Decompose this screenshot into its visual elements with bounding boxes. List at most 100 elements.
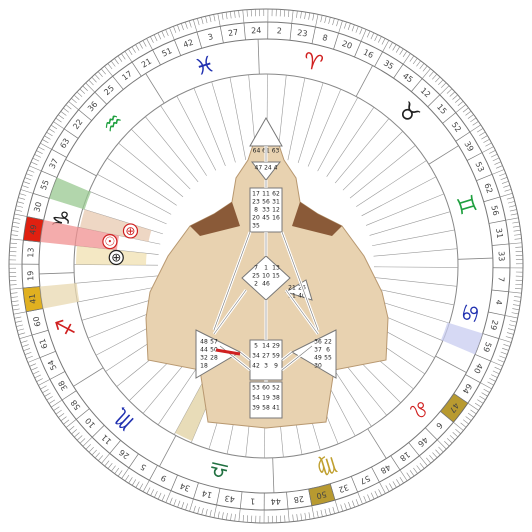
gate-divider [482,333,500,339]
spoke-line [131,128,191,190]
gate-number: 11 [100,433,114,447]
band-55 [49,177,92,210]
solar-gate: 55 [324,355,332,362]
line-tick [312,13,315,21]
line-tick [469,124,481,133]
line-tick [85,82,96,93]
gate-divider [61,390,77,401]
line-tick [367,494,371,502]
line-tick [42,389,49,394]
earth-marker-design-ring [108,249,124,266]
line-tick [453,421,464,431]
gate-divider [112,75,124,90]
line-tick [21,344,29,348]
line-tick [480,382,492,390]
line-tick [452,94,458,100]
line-tick [114,467,120,474]
defined-channel [215,348,241,356]
line-tick [419,462,425,469]
outer-circle [8,8,524,524]
gate-number: 48 [379,462,392,475]
gate-number: 64 [461,382,474,395]
gate-number: 12 [419,86,433,100]
line-tick [9,246,17,249]
line-tick [435,449,441,456]
spoke-line [307,89,342,167]
line-tick [515,283,523,286]
gate-number: 10 [84,416,97,430]
line-tick [470,409,477,415]
heart-gate: 40 [298,293,306,300]
line-tick [48,128,55,133]
gate-divider [427,94,441,107]
sacral-gate: 34 [252,353,260,360]
line-tick [217,511,220,519]
line-tick [489,378,496,382]
line-tick [328,17,331,25]
gate-number: 42 [182,38,195,50]
line-tick [513,229,521,232]
line-tick [498,338,512,343]
throat-gate: 45 [262,215,270,222]
line-tick [499,173,506,177]
line-tick [19,193,27,196]
line-tick [311,505,315,519]
line-tick [416,465,422,472]
line-tick [193,505,196,513]
line-tick [479,131,486,136]
gate-divider [23,239,41,243]
gate-number: 43 [224,493,235,503]
line-tick [334,499,340,513]
cancer-sign: ♋ [455,300,484,325]
line-tick [11,230,19,232]
line-tick [370,32,375,40]
line-tick [399,476,404,484]
line-tick [324,16,327,24]
spleen-center [195,329,242,379]
line-tick [10,292,18,294]
line-tick [97,71,103,77]
line-tick [340,504,344,512]
sacral-gate: 42 [252,363,260,370]
gate-divider [333,32,339,50]
line-tick [481,135,488,140]
root-gate: 60 [262,385,270,392]
line-tick [510,213,518,216]
line-tick [477,399,484,404]
gate-divider [440,411,454,423]
line-tick [467,402,479,411]
gate-number: 20 [341,39,354,51]
sacral-gate: 9 [274,363,278,370]
line-tick [465,110,472,116]
line-tick [509,209,517,212]
line-tick [150,489,154,496]
line-tick [42,139,49,144]
gate-number: 37 [48,157,61,170]
ajna-gates: 47 24 4 [255,165,278,172]
line-tick [292,514,294,522]
line-tick [465,416,472,421]
solar-gate: 36 [314,339,322,346]
line-tick [503,184,511,188]
line-tick [15,320,23,323]
spoke-line [371,287,455,306]
line-tick [185,503,188,511]
gate-divider [22,286,40,289]
line-tick [173,499,177,506]
gate-number: 27 [228,28,239,38]
line-tick [366,30,371,38]
line-tick [351,24,355,32]
throat-gate: 56 [262,199,270,206]
sacral-gate: 14 [262,343,270,350]
line-tick [246,9,248,17]
sign-divider [145,73,165,104]
gate-number: 50 [315,489,327,500]
sign-divider [428,145,459,165]
line-tick [315,14,319,28]
gate-number: 28 [293,494,304,504]
spoke-line [317,97,359,172]
line-tick [139,483,144,490]
line-tick [153,34,158,42]
